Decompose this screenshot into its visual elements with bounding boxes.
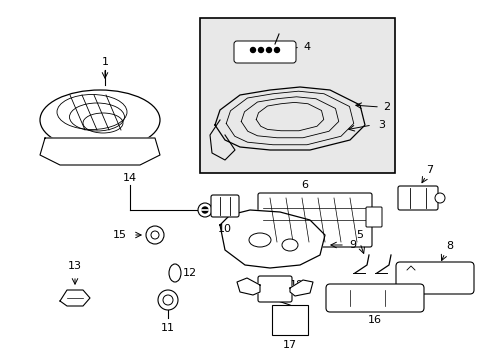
FancyBboxPatch shape	[234, 41, 295, 63]
Text: 6: 6	[301, 180, 308, 190]
Text: 7: 7	[426, 165, 433, 175]
FancyBboxPatch shape	[365, 207, 381, 227]
Ellipse shape	[282, 239, 297, 251]
Text: 5: 5	[356, 230, 363, 240]
Polygon shape	[220, 210, 325, 268]
Circle shape	[434, 193, 444, 203]
FancyBboxPatch shape	[258, 193, 371, 247]
Text: 13: 13	[68, 261, 82, 271]
Circle shape	[266, 48, 271, 53]
Polygon shape	[289, 280, 312, 296]
FancyBboxPatch shape	[258, 276, 291, 302]
Circle shape	[202, 207, 207, 213]
Text: 11: 11	[161, 323, 175, 333]
Text: 1: 1	[102, 57, 108, 67]
Bar	[200, 18, 394, 173]
Circle shape	[250, 48, 255, 53]
Circle shape	[163, 295, 173, 305]
Circle shape	[158, 290, 178, 310]
Ellipse shape	[40, 90, 160, 150]
Text: 18: 18	[289, 280, 304, 290]
Bar	[271, 305, 307, 335]
Text: 3: 3	[377, 120, 384, 130]
Text: 12: 12	[183, 268, 197, 278]
Ellipse shape	[169, 264, 181, 282]
Text: 10: 10	[218, 224, 231, 234]
FancyBboxPatch shape	[395, 262, 473, 294]
Text: 9: 9	[349, 240, 356, 250]
Text: 8: 8	[446, 241, 453, 251]
FancyBboxPatch shape	[325, 284, 423, 312]
Circle shape	[151, 231, 159, 239]
FancyBboxPatch shape	[397, 186, 437, 210]
Text: 16: 16	[367, 315, 381, 325]
Text: 14: 14	[122, 173, 137, 183]
Ellipse shape	[248, 233, 270, 247]
Circle shape	[258, 48, 263, 53]
FancyBboxPatch shape	[210, 195, 239, 217]
Text: 15: 15	[113, 230, 127, 240]
Circle shape	[198, 203, 212, 217]
Text: 2: 2	[383, 102, 390, 112]
Text: 17: 17	[283, 340, 296, 350]
Circle shape	[274, 48, 279, 53]
Text: 4: 4	[303, 42, 310, 52]
Polygon shape	[60, 290, 90, 306]
Circle shape	[146, 226, 163, 244]
Polygon shape	[237, 278, 260, 295]
Polygon shape	[40, 138, 160, 165]
